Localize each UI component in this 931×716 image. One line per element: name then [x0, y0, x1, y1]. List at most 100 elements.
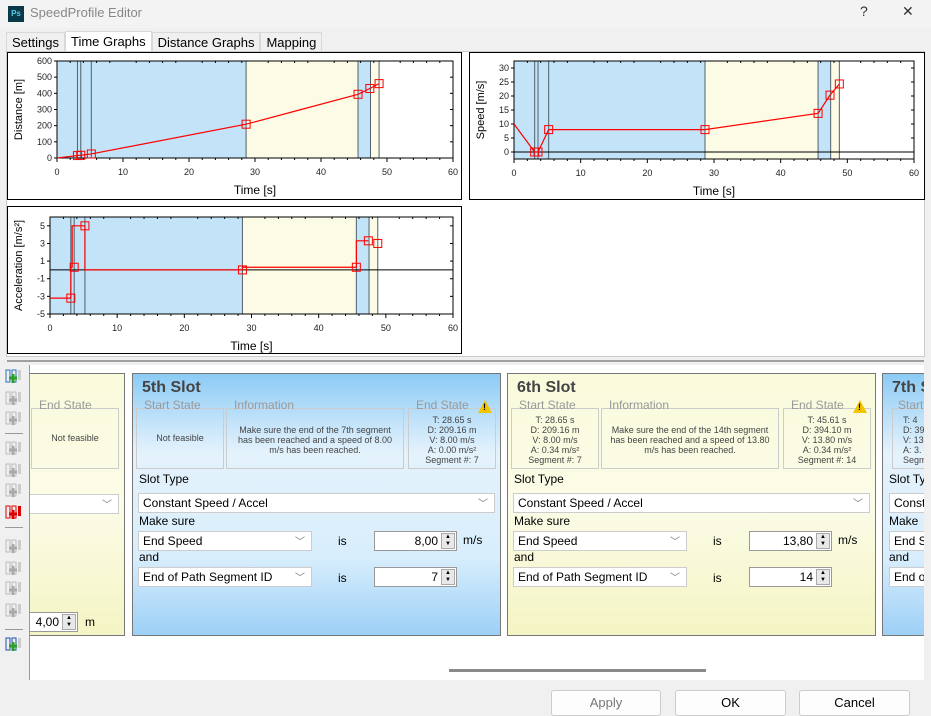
condition1-select[interactable]: End S	[889, 531, 924, 551]
start-line: A: 0.34 m/s²	[530, 445, 580, 455]
add-slot-before-icon[interactable]	[5, 391, 23, 407]
slot-type-select[interactable]: Constant Speed / Accel ﹀	[513, 493, 870, 513]
y-tick-label: -5	[37, 309, 45, 319]
condition2-select[interactable]: End of Path Segment ID ﹀	[513, 567, 687, 587]
condition1-select[interactable]: End Speed ﹀	[138, 531, 312, 551]
condition1-select[interactable]: End Speed ﹀	[513, 531, 687, 551]
information-text: Make sure the end of the 7th segment has…	[237, 425, 393, 455]
y-tick-label: 15	[499, 105, 509, 115]
slot-type-select[interactable]: ﹀	[30, 494, 119, 514]
horizontal-scrollbar[interactable]	[449, 669, 706, 672]
help-button[interactable]: ?	[860, 3, 868, 19]
delete-slot-right-icon[interactable]	[5, 483, 23, 499]
delete-slot-icon[interactable]	[5, 441, 23, 457]
x-tick-label: 50	[382, 167, 392, 177]
distance-spinner[interactable]: 4,00 ▲ ▼	[30, 612, 78, 632]
is-label: is	[713, 534, 722, 548]
condition1-value-spinner[interactable]: 13,80 ▲ ▼	[749, 531, 832, 551]
region-band	[818, 61, 831, 159]
close-button[interactable]: ✕	[902, 3, 914, 19]
y-tick-label: 20	[499, 91, 509, 101]
start-state-values: T: 28.65 s D: 209.16 m V: 8.00 m/s A: 0.34 …	[512, 415, 598, 465]
y-tick-label: 400	[37, 88, 52, 98]
x-tick-label: 10	[118, 167, 128, 177]
condition2-select[interactable]: End of Path Segment ID ﹀	[138, 567, 312, 587]
delete-slot-left-icon[interactable]	[5, 463, 23, 479]
y-tick-label: 5	[504, 133, 509, 143]
data-point-marker	[813, 108, 823, 118]
apply-button[interactable]: Apply	[551, 690, 661, 716]
y-tick-label: -1	[37, 274, 45, 284]
splitter[interactable]	[7, 360, 924, 362]
chart-svg: 0 10 20 30 40 50 60 -5 -3 -1 1 3 5 Time [s] Accelerati…	[13, 216, 458, 353]
slot-title: 5th Slot	[142, 379, 201, 396]
end-line: A: 0.34 m/s²	[802, 445, 852, 455]
end-line: V: 13.80 m/s	[801, 435, 853, 445]
start-line: Segment #: 7	[528, 455, 582, 465]
chevron-down-icon: ﹀	[670, 573, 680, 584]
condition1-number: 13,80	[782, 534, 813, 548]
start-state-values: Not feasible	[156, 433, 204, 443]
slot-7[interactable]: 7th S Start S T: 4 D: 39 V: 13 A: 3. Seg…	[882, 373, 924, 636]
spin-arrows-icon[interactable]: ▲ ▼	[816, 533, 830, 549]
condition2-value-spinner[interactable]: 7 ▲ ▼	[374, 567, 457, 587]
distance-chart: 0 10 20 30 40 50 60 0 100 200 300 400 500 600 Time [s]…	[7, 52, 462, 200]
spin-arrows-icon[interactable]: ▲ ▼	[441, 569, 455, 585]
condition2-select[interactable]: End o	[889, 567, 924, 587]
move-right-icon[interactable]	[5, 581, 23, 597]
slot-6[interactable]: 6th Slot Start State T: 28.65 s D: 209.16…	[507, 373, 876, 636]
insert-slot-icon[interactable]	[5, 369, 23, 385]
acceleration-chart: 0 10 20 30 40 50 60 -5 -3 -1 1 3 5 Time [s] Accelerati…	[7, 206, 462, 354]
x-tick-label: 20	[179, 323, 189, 333]
window-title: SpeedProfile Editor	[30, 5, 143, 20]
y-tick-label: 25	[499, 77, 509, 87]
region-band	[242, 217, 357, 314]
slot-type-label: Slot Ty	[889, 472, 924, 486]
ok-button[interactable]: OK	[675, 690, 786, 716]
is-label: is	[338, 571, 347, 585]
spin-arrows-icon[interactable]: ▲ ▼	[816, 569, 830, 585]
condition1-value-spinner[interactable]: 8,00 ▲ ▼	[374, 531, 457, 551]
export-icon[interactable]	[5, 637, 23, 653]
move-first-icon[interactable]	[5, 539, 23, 555]
condition1-value: End Speed	[518, 534, 578, 548]
and-label: and	[514, 550, 535, 564]
tab-settings[interactable]: Settings	[6, 32, 65, 51]
start-state-label: Start S	[898, 398, 924, 412]
chevron-down-icon: ﹀	[853, 499, 863, 510]
information-label: Information	[234, 398, 295, 412]
end-line: T: 45.61 s	[807, 415, 847, 425]
condition2-value-spinner[interactable]: 14 ▲ ▼	[749, 567, 832, 587]
region-band	[830, 61, 840, 159]
toolbar-separator	[5, 433, 23, 434]
y-tick-label: 600	[37, 56, 52, 66]
slot-area: End State Not feasible ﹀ 4,00 ▲ ▼ m 5th Sl…	[29, 365, 924, 680]
condition2-value: End of Path Segment ID	[143, 570, 273, 584]
slot-type-select[interactable]: Constant Speed / Accel ﹀	[138, 493, 495, 513]
tab-time-graphs[interactable]: Time Graphs	[64, 31, 152, 51]
end-state-group: End State Not feasible	[31, 399, 119, 469]
delete-all-slots-icon[interactable]	[5, 505, 23, 521]
y-tick-label: 1	[40, 256, 45, 266]
add-slot-after-icon[interactable]	[5, 411, 23, 427]
condition1-value: End Speed	[143, 534, 203, 548]
move-last-icon[interactable]	[5, 603, 23, 619]
and-label: and	[889, 550, 910, 564]
end-line: D: 209.16 m	[427, 425, 477, 435]
x-tick-label: 20	[184, 167, 194, 177]
y-axis-label: Distance [m]	[13, 79, 25, 140]
is-label: is	[713, 571, 722, 585]
move-left-icon[interactable]	[5, 561, 23, 577]
cancel-button[interactable]: Cancel	[799, 690, 910, 716]
spin-arrows-icon[interactable]: ▲ ▼	[441, 533, 455, 549]
region-band	[514, 61, 705, 159]
slot-type-select[interactable]: Const	[889, 493, 924, 513]
slot-5[interactable]: 5th Slot Start State Not feasible Inform…	[132, 373, 501, 636]
tab-mapping[interactable]: Mapping	[260, 32, 323, 51]
spin-arrows-icon[interactable]: ▲ ▼	[62, 614, 76, 630]
slot-title: 7th S	[892, 379, 924, 396]
tab-distance-graphs[interactable]: Distance Graphs	[151, 32, 261, 51]
chart-svg: 0 10 20 30 40 50 60 0 5 10 15 20 25 30 Time [s] Speed […	[475, 60, 919, 198]
warning-icon: !	[853, 400, 867, 413]
